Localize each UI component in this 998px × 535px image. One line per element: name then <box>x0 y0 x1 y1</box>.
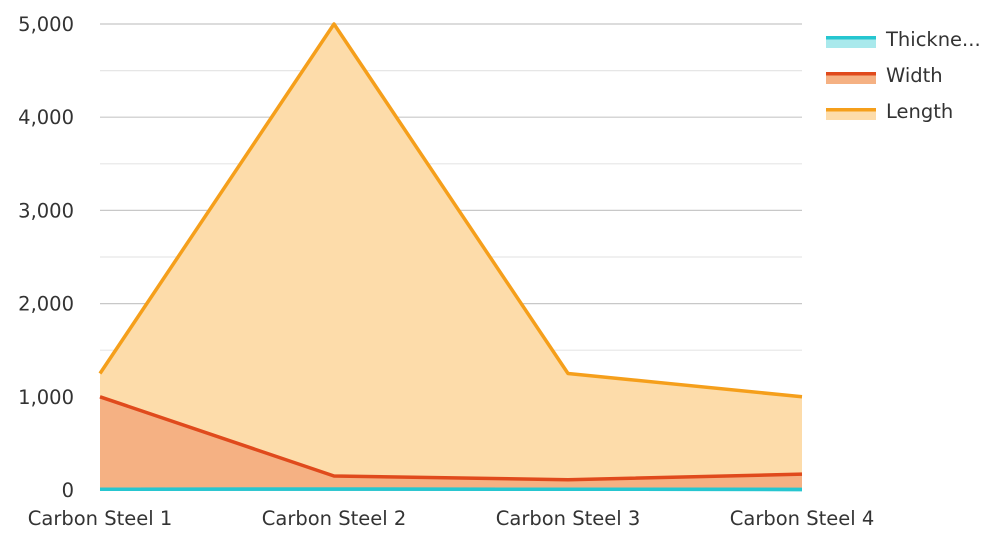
legend-label: Length <box>886 100 953 123</box>
legend-swatch-line <box>826 36 876 40</box>
legend-item[interactable]: Width <box>826 64 943 87</box>
y-tick-label: 4,000 <box>18 106 74 129</box>
y-tick-label: 1,000 <box>18 386 74 409</box>
y-tick-label: 0 <box>62 479 74 502</box>
legend-label: Width <box>886 64 943 87</box>
x-tick-label: Carbon Steel 2 <box>262 507 407 530</box>
y-tick-label: 3,000 <box>18 199 74 222</box>
x-tick-label: Carbon Steel 4 <box>730 507 875 530</box>
y-tick-label: 5,000 <box>18 13 74 36</box>
legend-swatch-line <box>826 108 876 112</box>
legend-item[interactable]: Length <box>826 100 953 123</box>
legend-item[interactable]: Thickne... <box>826 28 981 51</box>
legend-label: Thickne... <box>885 28 981 51</box>
legend: Thickne... Width Length <box>826 28 981 123</box>
y-tick-label: 2,000 <box>18 293 74 316</box>
x-tick-label: Carbon Steel 3 <box>496 507 641 530</box>
x-tick-label: Carbon Steel 1 <box>28 507 173 530</box>
legend-swatch-line <box>826 72 876 76</box>
